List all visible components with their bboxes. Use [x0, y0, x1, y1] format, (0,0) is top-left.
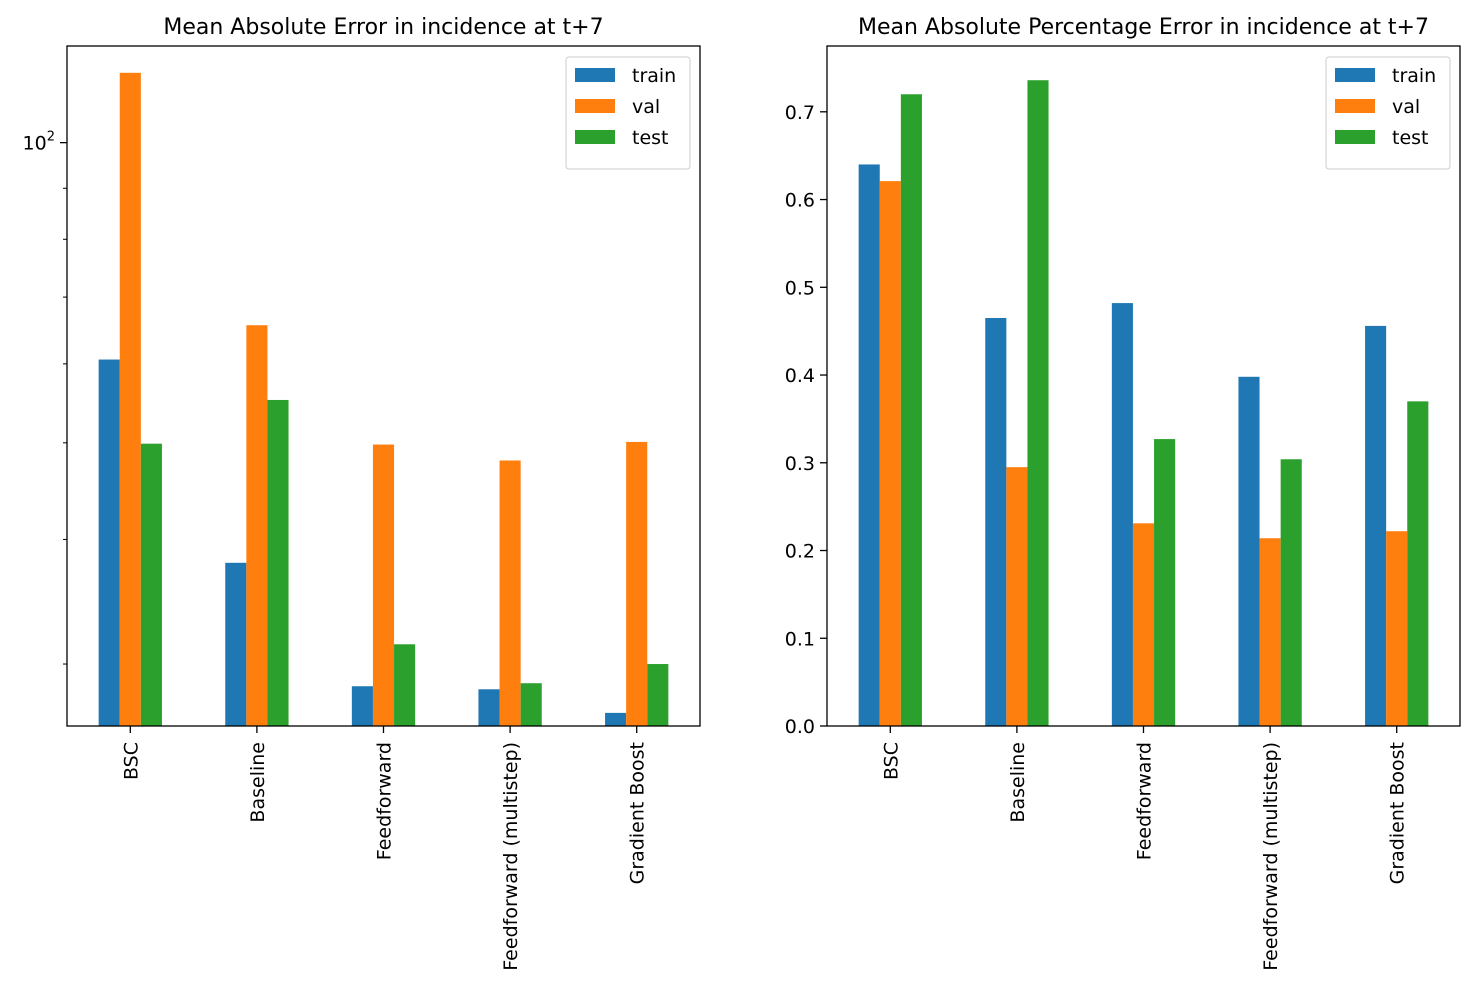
- bar-train-gradient-boost: [605, 712, 627, 726]
- bar-train-feedforward: [351, 686, 373, 726]
- bar-test-feedforward: [1154, 439, 1176, 726]
- bar-val-feedforward-multistep: [1259, 538, 1281, 726]
- chart-title: Mean Absolute Error in incidence at t+7: [163, 15, 603, 40]
- mape-chart: Mean Absolute Percentage Error in incide…: [785, 15, 1461, 971]
- bar-train-feedforward: [1111, 303, 1133, 726]
- bar-test-gradient-boost: [1407, 401, 1429, 726]
- bar-train-baseline: [985, 318, 1007, 726]
- y-tick-label: 0.5: [785, 277, 815, 299]
- bar-test-gradient-boost: [647, 664, 669, 726]
- y-tick-label: 0.6: [785, 190, 815, 212]
- legend-swatch-test: [575, 130, 615, 144]
- x-tick-label-gradient-boost: Gradient Boost: [1387, 742, 1409, 884]
- legend: train val test: [1325, 56, 1451, 170]
- bar-train-gradient-boost: [1365, 325, 1387, 726]
- y-tick-label: 0.7: [785, 102, 815, 124]
- bar-val-bsc: [879, 181, 901, 726]
- bar-test-baseline: [1027, 80, 1049, 727]
- legend-swatch-train: [1335, 68, 1375, 82]
- bar-val-bsc: [119, 72, 141, 727]
- chart-title: Mean Absolute Percentage Error in incide…: [858, 15, 1429, 40]
- x-tick-label-feedforward: Feedforward: [1134, 742, 1156, 860]
- bar-val-baseline: [246, 325, 268, 726]
- bar-val-baseline: [1006, 467, 1028, 726]
- legend-label-val: val: [1392, 96, 1420, 118]
- bar-train-bsc: [858, 164, 880, 726]
- bar-train-baseline: [225, 562, 247, 726]
- mae-chart: Mean Absolute Error in incidence at t+7 1…: [23, 15, 701, 971]
- legend-swatch-val: [575, 99, 615, 113]
- legend-label-train: train: [632, 65, 676, 87]
- legend-swatch-val: [1335, 99, 1375, 113]
- y-tick-label: 0.1: [785, 628, 815, 650]
- bar-val-feedforward: [1132, 523, 1155, 726]
- x-tick-label-bsc: BSC: [880, 742, 902, 780]
- y-tick-label: 0.4: [785, 365, 815, 387]
- x-tick-label-bsc: BSC: [120, 742, 142, 780]
- y-tick-label: 0.2: [785, 541, 815, 563]
- bar-test-feedforward-multistep: [1280, 459, 1302, 726]
- legend-swatch-train: [575, 68, 615, 82]
- bar-train-bsc: [98, 359, 120, 726]
- x-tick-label-baseline: Baseline: [247, 742, 269, 823]
- bar-test-feedforward-multistep: [520, 683, 542, 726]
- x-tick-label-feedforward-multistep: Feedforward (multistep): [500, 742, 522, 971]
- x-tick-label-feedforward: Feedforward: [374, 742, 396, 860]
- legend-swatch-test: [1335, 130, 1375, 144]
- bar-test-feedforward: [394, 644, 416, 726]
- legend-label-test: test: [1392, 127, 1429, 149]
- bar-val-feedforward-multistep: [499, 460, 521, 726]
- y-tick-label: 102: [23, 130, 55, 155]
- x-tick-label-feedforward-multistep: Feedforward (multistep): [1260, 742, 1282, 971]
- legend: train val test: [565, 56, 691, 170]
- legend-label-test: test: [632, 127, 669, 149]
- y-tick-label: 0.3: [785, 453, 815, 475]
- bar-val-gradient-boost: [1386, 531, 1408, 726]
- bar-test-bsc: [900, 94, 922, 726]
- bar-test-baseline: [267, 399, 289, 726]
- y-tick-label: 0.0: [785, 716, 815, 738]
- legend-label-val: val: [632, 96, 660, 118]
- x-tick-label-baseline: Baseline: [1007, 742, 1029, 823]
- x-tick-label-gradient-boost: Gradient Boost: [627, 742, 649, 884]
- bar-test-bsc: [140, 443, 162, 726]
- bar-val-feedforward: [372, 444, 395, 726]
- bar-train-feedforward-multistep: [478, 689, 500, 726]
- bar-train-feedforward-multistep: [1238, 376, 1260, 726]
- bar-val-gradient-boost: [626, 441, 648, 726]
- legend-label-train: train: [1392, 65, 1436, 87]
